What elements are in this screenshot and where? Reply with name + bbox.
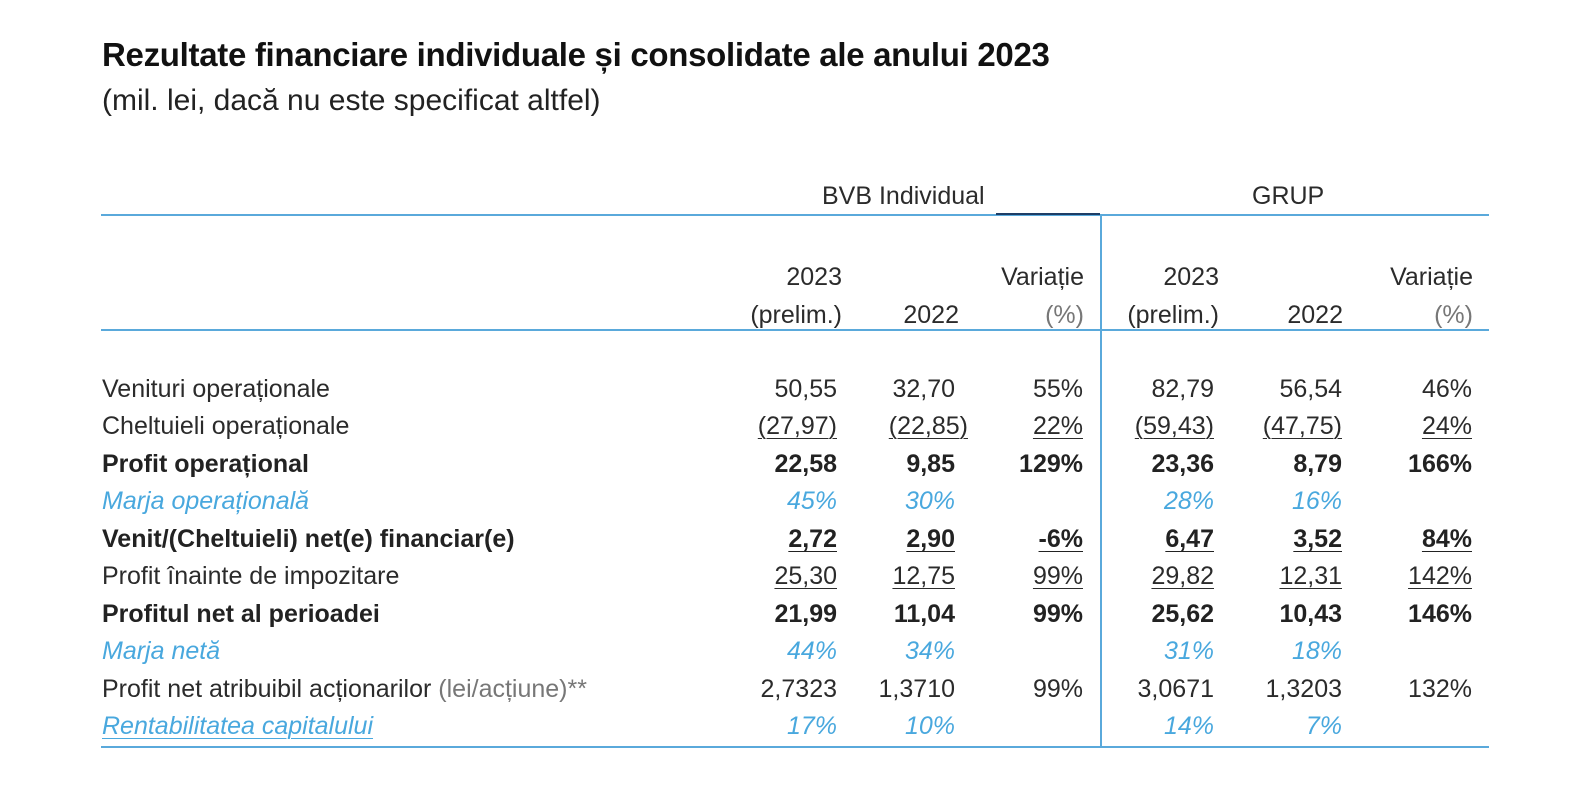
- cell-grp-2022: 18%: [1291, 637, 1342, 665]
- cell-grp-2023: 28%: [1163, 487, 1214, 515]
- row-label: Profit operațional: [102, 450, 309, 478]
- header-grp-2023-year: 2023: [1163, 263, 1219, 291]
- cell-bvb-2022: 12,75: [892, 562, 955, 590]
- header-bvb-2023-year: 2023: [786, 263, 842, 291]
- cell-bvb-2023: 21,99: [774, 600, 837, 628]
- cell-bvb-2022: 9,85: [906, 450, 955, 478]
- table-row-marja-neta: Marja netă 44% 34% 31% 18%: [0, 637, 1592, 673]
- cell-bvb-2023: 50,55: [774, 375, 837, 403]
- cell-bvb-2023: 25,30: [774, 562, 837, 590]
- cell-grp-2023: 6,47: [1165, 525, 1214, 553]
- cell-grp-2022: 16%: [1291, 487, 1342, 515]
- header-bvb-var-label: Variație: [1001, 263, 1084, 291]
- row-label-text: Profit net atribuibil acționarilor: [102, 675, 432, 703]
- cell-grp-2022: 1,3203: [1265, 675, 1342, 703]
- row-label: Marja operațională: [102, 487, 310, 515]
- cell-grp-2023: 3,0671: [1137, 675, 1214, 703]
- table-row-venituri: Venituri operaționale 50,55 32,70 55% 82…: [0, 375, 1592, 411]
- cell-bvb-var: -6%: [1038, 525, 1083, 553]
- cell-grp-2022: 3,52: [1293, 525, 1342, 553]
- cell-bvb-2022: 30%: [904, 487, 955, 515]
- group-divider: [1100, 214, 1102, 748]
- page-title: Rezultate financiare individuale și cons…: [102, 36, 1050, 73]
- cell-bvb-2023: 45%: [786, 487, 837, 515]
- table-row-profit-per-actiune: Profit net atribuibil acționarilor (lei/…: [0, 675, 1592, 711]
- cell-bvb-2022: (22,85): [888, 412, 968, 440]
- cell-bvb-var: 22%: [1032, 412, 1083, 440]
- cell-bvb-2022: 34%: [904, 637, 955, 665]
- cell-grp-2022: 7%: [1305, 712, 1342, 740]
- header-grp-var-label: Variație: [1390, 263, 1473, 291]
- cell-bvb-2023: 2,7323: [760, 675, 837, 703]
- row-label: Profit înainte de impozitare: [102, 562, 400, 590]
- cell-grp-var: 166%: [1408, 450, 1472, 478]
- row-label-unit: (lei/acțiune)**: [438, 675, 587, 703]
- cell-grp-2023: 82,79: [1151, 375, 1214, 403]
- header-grp-var-unit: (%): [1434, 301, 1473, 329]
- cell-grp-2022: 10,43: [1279, 600, 1342, 628]
- header-grp-2022: 2022: [1287, 301, 1343, 329]
- cell-bvb-2023: 44%: [786, 637, 837, 665]
- cell-grp-var: 142%: [1408, 562, 1472, 590]
- cell-grp-2022: 12,31: [1279, 562, 1342, 590]
- row-label: Cheltuieli operaționale: [102, 412, 350, 440]
- row-label: Marja netă: [102, 637, 221, 665]
- cell-bvb-var: 55%: [1032, 375, 1083, 403]
- header-bvb-var-unit: (%): [1045, 301, 1084, 329]
- cell-grp-2022: 56,54: [1279, 375, 1342, 403]
- cell-bvb-2023: 22,58: [774, 450, 837, 478]
- header-rule: [101, 329, 1489, 331]
- header-bvb-2022: 2022: [903, 301, 959, 329]
- cell-bvb-var: 129%: [1019, 450, 1083, 478]
- table-row-venit-financiar: Venit/(Cheltuieli) net(e) financiar(e) 2…: [0, 525, 1592, 561]
- cell-bvb-var: 99%: [1032, 600, 1083, 628]
- table-row-profit-inainte-impozitare: Profit înainte de impozitare 25,30 12,75…: [0, 562, 1592, 598]
- row-label: Venit/(Cheltuieli) net(e) financiar(e): [102, 525, 515, 553]
- header-grp-var: Variație (%): [1390, 258, 1473, 334]
- row-label: Venituri operaționale: [102, 375, 330, 403]
- group-title-group: GRUP: [1252, 182, 1325, 210]
- table-row-profit-operational: Profit operațional 22,58 9,85 129% 23,36…: [0, 450, 1592, 486]
- cell-grp-2023: 14%: [1163, 712, 1214, 740]
- header-grp-2023-note: (prelim.): [1127, 301, 1219, 329]
- table-row-cheltuieli: Cheltuieli operaționale (27,97) (22,85) …: [0, 412, 1592, 448]
- cell-grp-var: 24%: [1421, 412, 1472, 440]
- header-grp-2023: 2023 (prelim.): [1127, 258, 1219, 334]
- header-bvb-var: Variație (%): [1001, 258, 1084, 334]
- cell-grp-var: 46%: [1421, 375, 1472, 403]
- table-row-profit-net: Profitul net al perioadei 21,99 11,04 99…: [0, 600, 1592, 636]
- group-divider-accent: [996, 213, 1100, 215]
- cell-grp-2023: (59,43): [1134, 412, 1214, 440]
- cell-grp-2023: 25,62: [1151, 600, 1214, 628]
- cell-bvb-2022: 2,90: [906, 525, 955, 553]
- table-row-marja-operationala: Marja operațională 45% 30% 28% 16%: [0, 487, 1592, 523]
- cell-bvb-var: 99%: [1032, 675, 1083, 703]
- cell-grp-var: 132%: [1408, 675, 1472, 703]
- cell-bvb-2023: (27,97): [757, 412, 837, 440]
- group-title-individual: BVB Individual: [822, 182, 985, 210]
- cell-bvb-2023: 2,72: [788, 525, 837, 553]
- cell-bvb-2023: 17%: [786, 712, 837, 740]
- cell-bvb-2022: 10%: [904, 712, 955, 740]
- bottom-rule: [101, 746, 1489, 748]
- top-rule: [101, 214, 1489, 216]
- row-label: Rentabilitatea capitalului: [102, 712, 374, 740]
- cell-grp-2023: 29,82: [1151, 562, 1214, 590]
- header-bvb-2023: 2023 (prelim.): [750, 258, 842, 334]
- cell-grp-var: 84%: [1421, 525, 1472, 553]
- page-subtitle: (mil. lei, dacă nu este specificat altfe…: [102, 84, 601, 117]
- row-label: Profit net atribuibil acționarilor (lei/…: [102, 675, 587, 704]
- table-row-rentabilitate: Rentabilitatea capitalului 17% 10% 14% 7…: [0, 712, 1592, 748]
- cell-grp-var: 146%: [1408, 600, 1472, 628]
- cell-grp-2023: 23,36: [1151, 450, 1214, 478]
- row-label: Profitul net al perioadei: [102, 600, 380, 628]
- cell-bvb-var: 99%: [1032, 562, 1083, 590]
- cell-grp-2022: (47,75): [1262, 412, 1342, 440]
- cell-grp-2022: 8,79: [1293, 450, 1342, 478]
- cell-grp-2023: 31%: [1163, 637, 1214, 665]
- header-bvb-2023-note: (prelim.): [750, 301, 842, 329]
- cell-bvb-2022: 11,04: [893, 600, 955, 628]
- cell-bvb-2022: 1,3710: [878, 675, 955, 703]
- cell-bvb-2022: 32,70: [892, 375, 955, 403]
